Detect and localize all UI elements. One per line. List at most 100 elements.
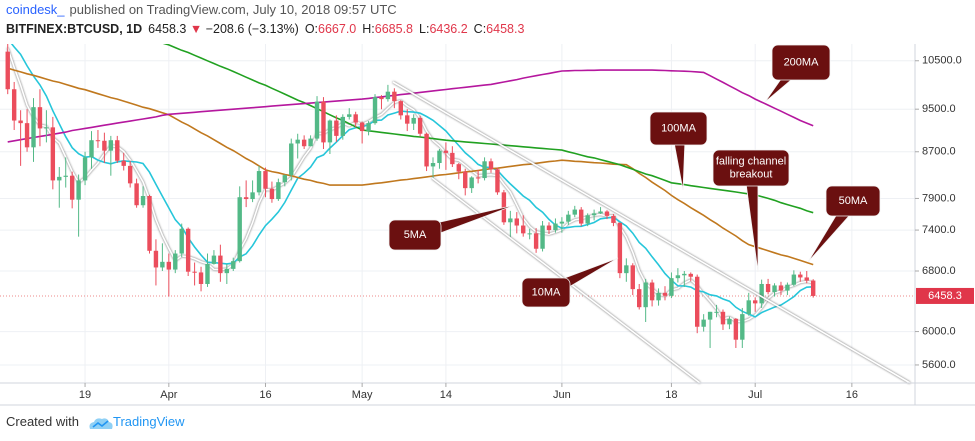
candle-body xyxy=(772,285,777,293)
ohlc-key: H: xyxy=(362,22,375,36)
y-tick-label: 6800.0 xyxy=(922,265,956,277)
candle-body xyxy=(153,250,159,268)
candle-body xyxy=(527,233,532,235)
callout-text: breakout xyxy=(730,168,773,180)
ohlc-key: L: xyxy=(419,22,430,36)
candle-body xyxy=(540,225,545,249)
candle-body xyxy=(205,263,210,284)
candle-body xyxy=(263,171,268,189)
ma-line xyxy=(6,47,814,323)
candle-body xyxy=(340,116,346,136)
y-tick-label: 10500.0 xyxy=(922,55,962,67)
y-tick-label: 7400.0 xyxy=(922,224,956,236)
candle-body xyxy=(314,101,320,139)
ohlc-value: 6685.8 xyxy=(374,22,413,36)
candle-body xyxy=(372,97,378,124)
candle-body xyxy=(192,271,197,273)
candle-body xyxy=(385,91,391,100)
change: −208.6 (−3.13%) xyxy=(205,22,299,36)
candle-body xyxy=(31,107,36,148)
candle-body xyxy=(321,101,326,143)
candle-body xyxy=(585,215,590,224)
ohlc-value: 6436.2 xyxy=(429,22,468,36)
candle-body xyxy=(256,171,262,193)
candle-body xyxy=(63,175,68,177)
candle-body xyxy=(282,175,288,183)
callout-text: 100MA xyxy=(661,122,697,134)
candle-body xyxy=(810,280,816,296)
candle-body xyxy=(456,164,461,172)
candle-body xyxy=(243,197,249,200)
y-tick-label: 8700.0 xyxy=(922,146,956,158)
brand[interactable]: TradingView xyxy=(112,414,185,429)
candle-body xyxy=(533,233,539,249)
callout-box xyxy=(649,111,708,146)
candle-body xyxy=(579,209,584,224)
ohlc: O:6667.0 H:6685.8 L:6436.2 C:6458.3 xyxy=(299,22,525,36)
callout-text: 50MA xyxy=(839,195,868,207)
candle-body xyxy=(514,218,519,226)
x-tick-label: Jul xyxy=(748,389,762,401)
candle-body xyxy=(57,176,62,181)
candle-body xyxy=(701,319,706,327)
candle-body xyxy=(231,261,236,269)
candle-body xyxy=(179,228,184,254)
author[interactable]: coindesk_ xyxy=(6,2,65,17)
candle-body xyxy=(559,221,565,224)
candle-body xyxy=(714,311,719,313)
candle-body xyxy=(108,140,114,151)
candle-body xyxy=(475,177,481,179)
candle-body xyxy=(218,255,223,274)
candle-body xyxy=(5,51,10,90)
symbol-line: BITFINEX:BTCUSD, 1D 6458.3 ▼ −208.6 (−3.1… xyxy=(6,22,524,36)
candle-body xyxy=(778,285,784,291)
candle-body xyxy=(733,318,739,340)
logo-line xyxy=(92,420,109,428)
candle-body xyxy=(44,127,49,129)
ohlc-key: O: xyxy=(304,22,319,36)
candle-body xyxy=(379,97,384,100)
candle-body xyxy=(353,114,358,123)
candle-body xyxy=(488,161,494,170)
candle-body xyxy=(301,139,307,147)
candles xyxy=(5,44,816,348)
candle-body xyxy=(269,188,275,200)
candle-body xyxy=(804,277,809,281)
candle-body xyxy=(82,157,88,181)
candle-body xyxy=(359,122,365,132)
candle-body xyxy=(24,123,30,148)
candle-body xyxy=(675,275,681,279)
x-tick-label: 16 xyxy=(259,389,271,401)
callout-box xyxy=(825,185,881,217)
x-tick-label: Jun xyxy=(553,389,571,401)
candle-body xyxy=(289,143,294,176)
callout-text: 10MA xyxy=(532,286,561,298)
annotations: 5MA 10MA 50MA 100MA 200MA falling channelbrea… xyxy=(388,44,881,308)
candle-body xyxy=(649,282,655,301)
callout-text: 5MA xyxy=(404,229,427,241)
callout-box xyxy=(521,277,571,308)
candle-body xyxy=(69,175,75,200)
candle-body xyxy=(237,197,242,262)
candle-body xyxy=(347,114,352,117)
axes: 10500.0 9500.0 8700.0 7900.0 7400.0 6800.0 600… xyxy=(79,55,974,401)
ohlc-value: 6667.0 xyxy=(318,22,357,36)
candle-body xyxy=(720,311,726,325)
candle-body xyxy=(740,314,745,340)
candle-body xyxy=(765,283,771,293)
candle-body xyxy=(727,318,732,325)
candle-body xyxy=(430,163,436,167)
candle-body xyxy=(398,101,403,116)
candle-body xyxy=(630,265,635,290)
candle-body xyxy=(11,89,17,121)
callout-box xyxy=(388,219,442,251)
candle-body xyxy=(591,213,597,216)
y-tick-label: 5600.0 xyxy=(922,359,956,371)
callout-box xyxy=(712,149,790,187)
candle-body xyxy=(707,311,713,320)
symbol: BITFINEX:BTCUSD, 1D xyxy=(6,22,143,36)
candle-body xyxy=(327,120,333,143)
candle-body xyxy=(611,215,616,223)
